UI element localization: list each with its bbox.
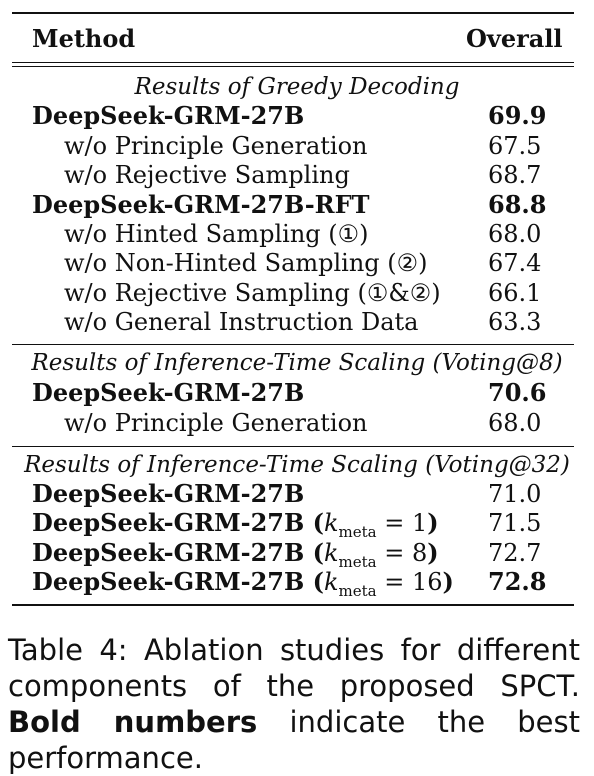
overall-cell: 72.7 [488, 539, 542, 567]
kmeta-symbol: kmeta [324, 509, 377, 541]
table-row: DeepSeek-GRM-27B 69.9 [0, 101, 594, 131]
overall-cell: 68.7 [488, 161, 542, 189]
header-method: Method [32, 24, 136, 53]
method-cell: w/o Principle Generation [64, 409, 368, 437]
method-cell: w/o Hinted Sampling (①) [64, 220, 369, 248]
overall-cell: 70.6 [488, 378, 547, 407]
method-cell: w/o Rejective Sampling (①&②) [64, 279, 441, 307]
table-row: w/o Principle Generation 67.5 [0, 131, 594, 161]
table-row: w/o Rejective Sampling 68.7 [0, 160, 594, 190]
header-rule-2 [12, 66, 574, 67]
method-cell: w/o Non-Hinted Sampling (②) [64, 249, 428, 277]
table-row: w/o General Instruction Data 63.3 [0, 307, 594, 337]
header-rule-1 [12, 62, 574, 63]
caption-bold: Bold numbers [8, 705, 258, 739]
section-rule [12, 344, 574, 345]
overall-cell: 71.5 [488, 509, 542, 537]
kmeta-symbol: kmeta [324, 568, 377, 600]
bottom-rule [12, 604, 574, 606]
method-name: DeepSeek-GRM-27B [32, 508, 305, 537]
overall-cell: 68.0 [488, 220, 542, 248]
table-row: DeepSeek-GRM-27B (kmeta = 8) 72.7 [0, 538, 594, 571]
method-name: DeepSeek-GRM-27B [32, 567, 305, 596]
table-caption: Table 4: Ablation studies for different … [8, 632, 580, 776]
table-row: DeepSeek-GRM-27B (kmeta = 1) 71.5 [0, 508, 594, 541]
kmeta-symbol: kmeta [324, 539, 377, 571]
method-cell: DeepSeek-GRM-27B [32, 479, 305, 508]
method-cell: DeepSeek-GRM-27B [32, 101, 305, 130]
method-cell: DeepSeek-GRM-27B (kmeta = 8) [32, 538, 439, 571]
table-row: DeepSeek-GRM-27B 70.6 [0, 378, 594, 408]
overall-cell: 68.0 [488, 409, 542, 437]
method-cell: DeepSeek-GRM-27B (kmeta = 16) [32, 567, 454, 600]
table-row: w/o Hinted Sampling (①) 68.0 [0, 219, 594, 249]
table-row: DeepSeek-GRM-27B-RFT 68.8 [0, 190, 594, 220]
method-cell: w/o General Instruction Data [64, 308, 419, 336]
top-rule [12, 12, 574, 14]
method-cell: w/o Rejective Sampling [64, 161, 350, 189]
caption-prefix: Table 4: Ablation studies for different … [8, 633, 580, 703]
overall-cell: 63.3 [488, 308, 542, 336]
table-figure: { "table": { "header": { "method": "Meth… [0, 12, 594, 775]
header-overall: Overall [466, 24, 563, 53]
table-row: w/o Rejective Sampling (①&②) 66.1 [0, 278, 594, 308]
table-row: w/o Non-Hinted Sampling (②) 67.4 [0, 248, 594, 278]
overall-cell: 67.4 [488, 249, 542, 277]
kmeta-value: 1 [412, 509, 428, 537]
overall-cell: 66.1 [488, 279, 542, 307]
section-title-voting32: Results of Inference-Time Scaling (Votin… [24, 452, 570, 478]
method-cell: DeepSeek-GRM-27B-RFT [32, 190, 370, 219]
kmeta-value: 16 [412, 568, 443, 596]
method-cell: DeepSeek-GRM-27B [32, 378, 305, 407]
section-title-voting8: Results of Inference-Time Scaling (Votin… [31, 350, 563, 376]
method-cell: DeepSeek-GRM-27B (kmeta = 1) [32, 508, 439, 541]
table-row: DeepSeek-GRM-27B 71.0 [0, 479, 594, 509]
section-title-greedy: Results of Greedy Decoding [134, 74, 460, 100]
table-row: w/o Principle Generation 68.0 [0, 408, 594, 438]
overall-cell: 72.8 [488, 567, 547, 596]
table-row: DeepSeek-GRM-27B (kmeta = 16) 72.8 [0, 567, 594, 600]
overall-cell: 69.9 [488, 101, 547, 130]
overall-cell: 68.8 [488, 190, 547, 219]
overall-cell: 71.0 [488, 480, 542, 508]
table-header-row: Method Overall [0, 24, 594, 54]
method-cell: w/o Principle Generation [64, 132, 368, 160]
kmeta-value: 8 [412, 539, 428, 567]
overall-cell: 67.5 [488, 132, 542, 160]
method-name: DeepSeek-GRM-27B [32, 538, 305, 567]
section-rule [12, 446, 574, 447]
